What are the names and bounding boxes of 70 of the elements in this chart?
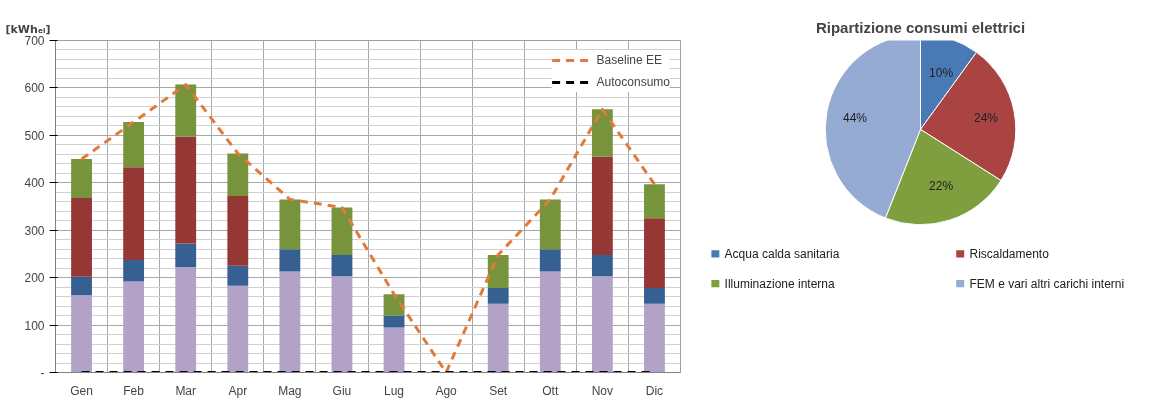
bar — [383, 294, 405, 316]
y-tick-label: 200 — [24, 271, 45, 286]
y-tick-label: 500 — [24, 128, 45, 143]
x-tick-label: Feb — [123, 383, 145, 398]
chart-title: Ripartizione consumi elettrici — [815, 18, 1026, 36]
bar — [123, 167, 145, 261]
bar — [591, 276, 613, 373]
x-tick-label: Giu — [332, 383, 352, 398]
bar — [123, 260, 145, 282]
legend-label: Riscaldamento — [969, 246, 1050, 261]
legend-label: Acqua calda sanitaria — [724, 246, 840, 261]
bar — [539, 249, 561, 272]
bar — [227, 196, 249, 266]
bar — [279, 249, 301, 272]
bar — [644, 184, 665, 219]
bar — [71, 276, 92, 296]
bar — [644, 288, 665, 304]
legend-label: FEM e vari altri carichi interni — [969, 276, 1125, 291]
x-tick-label: Nov — [591, 383, 614, 398]
bar — [227, 153, 249, 197]
bar — [71, 159, 92, 198]
bar — [71, 197, 92, 277]
data-label: 44% — [842, 111, 868, 126]
x-tick-label: Ott — [542, 383, 559, 398]
y-tick-label: 700 — [24, 34, 45, 48]
y-tick-label: 400 — [24, 176, 45, 191]
legend-label: Illuminazione interna — [724, 276, 836, 291]
data-label: 10% — [929, 65, 954, 80]
data-label: 24% — [974, 111, 999, 126]
legend-label: Baseline EE — [596, 53, 662, 67]
x-tick-label: Set — [489, 383, 508, 398]
bar — [279, 199, 301, 250]
bar — [175, 243, 197, 268]
bar — [331, 276, 353, 373]
x-tick-label: Gen — [70, 383, 93, 398]
x-tick-label: Ago — [435, 383, 458, 398]
x-tick-label: Mag — [278, 383, 302, 398]
bar — [331, 254, 353, 277]
bar — [591, 156, 613, 255]
bar — [539, 199, 561, 250]
bar — [487, 303, 509, 373]
bar — [123, 122, 145, 168]
bar — [591, 254, 613, 277]
bar — [279, 271, 301, 373]
y-tick-label: 300 — [24, 223, 45, 238]
bar — [487, 254, 509, 289]
bar — [487, 288, 509, 304]
x-tick-label: Dic — [645, 383, 664, 398]
bar — [591, 109, 613, 157]
bar — [71, 295, 92, 373]
y-tick-label: 100 — [24, 318, 45, 333]
legend-label: Autoconsumo — [596, 75, 670, 89]
y-axis-title: [kWhₑₗ] — [5, 22, 51, 36]
bar — [539, 271, 561, 373]
bar — [175, 136, 197, 244]
data-label: 22% — [929, 179, 954, 194]
bar — [383, 327, 405, 373]
bar — [644, 303, 665, 373]
bar — [175, 267, 197, 373]
bar — [644, 218, 665, 289]
bar — [227, 285, 249, 373]
y-tick-label: 600 — [24, 81, 45, 96]
x-tick-label: Lug — [384, 383, 405, 398]
y-tick-label: - — [40, 366, 45, 380]
bar — [123, 281, 145, 373]
bar — [175, 84, 197, 137]
bar — [227, 265, 249, 286]
bar — [331, 207, 353, 255]
x-tick-label: Mar — [175, 383, 197, 398]
x-tick-label: Apr — [228, 383, 248, 398]
